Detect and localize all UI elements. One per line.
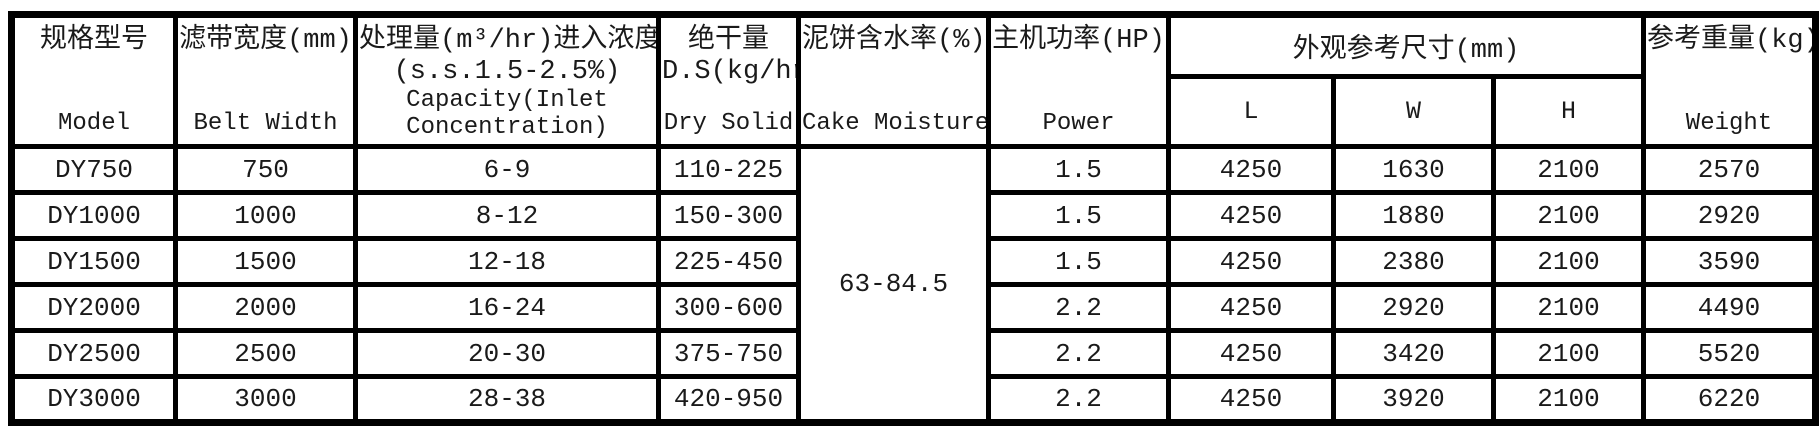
cell-dry-solid: 420-950 [656,374,801,425]
cell-dry-solid: 300-600 [656,282,801,333]
cell-dim-l: 4250 [1166,236,1336,287]
header-dry-solid-zh-block: 绝干量 D.S(kg/hr) [664,26,794,88]
cell-dim-h: 2100 [1490,144,1647,195]
cell-power: 1.5 [986,144,1171,195]
cell-capacity: 6-9 [353,144,661,195]
cell-power: 2.2 [986,328,1171,379]
cell-dry-solid: 375-750 [656,328,801,379]
cell-belt-width: 2500 [173,328,358,379]
cell-dim-h: 2100 [1490,190,1647,241]
cell-weight: 6220 [1641,374,1819,425]
cell-belt-width: 3000 [173,374,358,425]
header-weight-zh: 参考重量(kg) [1647,26,1816,56]
cell-belt-width: 1000 [173,190,358,241]
cell-model: DY1500 [9,236,178,287]
header-row-1: 规格型号 Model 滤带宽度(mm) Belt Width 处理量(m³/hr… [9,12,1819,149]
header-capacity-en-line1: Capacity(Inlet [406,87,608,115]
header-belt-width-zh: 滤带宽度(mm) [179,26,352,56]
cell-dim-w: 1630 [1331,144,1496,195]
header-dry-solid-zh-line2: D.S(kg/hr) [662,57,794,88]
header-power: 主机功率(HP) Power [986,12,1171,149]
header-row-2: L W H [12,74,1816,149]
table-row-dy750: DY750 750 6-9 110-225 63-84.5 1.5 4250 1… [9,144,1819,425]
cell-model: DY1000 [9,190,178,241]
cell-capacity: 12-18 [353,236,661,287]
header-power-zh: 主机功率(HP) [992,26,1165,56]
header-belt-width: 滤带宽度(mm) Belt Width [173,12,358,149]
cell-weight: 3590 [1641,236,1819,287]
cell-dim-w: 3920 [1331,374,1496,425]
header-capacity-zh-line2: (s.s.1.5-2.5%) [393,57,621,88]
header-capacity: 处理量(m³/hr)进入浓度 (s.s.1.5-2.5%) Capacity(I… [353,12,661,149]
cell-belt-width: 750 [173,144,358,195]
table-row-dy3000: DY3000 3000 28-38 420-950 2.2 4250 3920 … [9,374,1819,425]
cell-model: DY750 [9,144,178,195]
cell-dim-l: 4250 [1166,328,1336,379]
header-dimensions-zh: 外观参考尺寸(mm) [1292,36,1520,66]
header-dim-L: L [1166,74,1336,149]
cell-capacity: 20-30 [353,328,661,379]
cell-dry-solid: 225-450 [656,236,801,287]
header-weight-en: Weight [1685,110,1773,138]
cell-dry-solid: 110-225 [656,144,801,195]
header-dimensions-group: 外观参考尺寸(mm) [1165,12,1647,79]
cell-power: 2.2 [986,282,1171,333]
header-dry-solid-zh-line1: 绝干量 [688,26,769,56]
cell-model: DY3000 [9,374,178,425]
header-model-en: Model [57,110,130,138]
cell-dim-l: 4250 [1166,374,1336,425]
header-dim-H: H [1490,74,1647,149]
header-capacity-en-line2: Concentration) [406,113,608,141]
cell-dim-h: 2100 [1490,328,1647,379]
cell-power: 1.5 [986,190,1171,241]
header-cake-moisture: 泥饼含水率(%) Cake Moisture [796,12,991,149]
cell-model: DY2000 [9,282,178,333]
header-dry-solid: 绝干量 D.S(kg/hr) Dry Solid [656,12,801,149]
cell-capacity: 28-38 [353,374,661,425]
cell-belt-width: 1500 [173,236,358,287]
cell-weight: 5520 [1641,328,1819,379]
cell-dim-h: 2100 [1490,374,1647,425]
cell-cake-moisture-merged: 63-84.5 [796,144,991,425]
cell-dry-solid: 150-300 [656,190,801,241]
cell-dim-h: 2100 [1490,236,1647,287]
header-belt-width-en: Belt Width [193,110,338,138]
cell-dim-l: 4250 [1166,282,1336,333]
cell-model: DY2500 [9,328,178,379]
header-model: 规格型号 Model [9,12,178,149]
cell-weight: 2570 [1641,144,1819,195]
header-dim-W: W [1331,74,1496,149]
header-power-en: Power [1042,110,1115,138]
cell-capacity: 8-12 [353,190,661,241]
header-weight: 参考重量(kg) Weight [1641,12,1819,149]
header-capacity-zh-block: 处理量(m³/hr)进入浓度 (s.s.1.5-2.5%) [361,26,654,88]
cell-weight: 4490 [1641,282,1819,333]
cell-dim-l: 4250 [1166,190,1336,241]
cell-weight: 2920 [1641,190,1819,241]
cell-dim-l: 4250 [1166,144,1336,195]
header-cake-moisture-zh: 泥饼含水率(%) [802,26,986,56]
cell-power: 1.5 [986,236,1171,287]
header-cake-moisture-en: Cake Moisture [802,110,989,138]
header-capacity-zh-line1: 处理量(m³/hr)进入浓度 [359,26,659,56]
product-spec-table: 规格型号 Model 滤带宽度(mm) Belt Width 处理量(m³/hr… [8,11,1820,426]
cell-capacity: 16-24 [353,282,661,333]
cell-power: 2.2 [986,374,1171,425]
table-row-dy2000: DY2000 2000 16-24 300-600 2.2 4250 2920 … [9,282,1819,333]
cell-dim-w: 2920 [1331,282,1496,333]
table-row-dy1500: DY1500 1500 12-18 225-450 1.5 4250 2380 … [9,236,1819,287]
cell-dim-w: 3420 [1331,328,1496,379]
cell-dim-w: 2380 [1331,236,1496,287]
header-dry-solid-en: Dry Solid [663,110,794,138]
cell-belt-width: 2000 [173,282,358,333]
header-model-zh: 规格型号 [40,26,148,56]
table-row-dy2500: DY2500 2500 20-30 375-750 2.2 4250 3420 … [9,328,1819,379]
cell-dim-h: 2100 [1490,282,1647,333]
cell-dim-w: 1880 [1331,190,1496,241]
table-row-dy1000: DY1000 1000 8-12 150-300 1.5 4250 1880 2… [9,190,1819,241]
header-capacity-en-block: Capacity(Inlet Concentration) [361,87,654,141]
